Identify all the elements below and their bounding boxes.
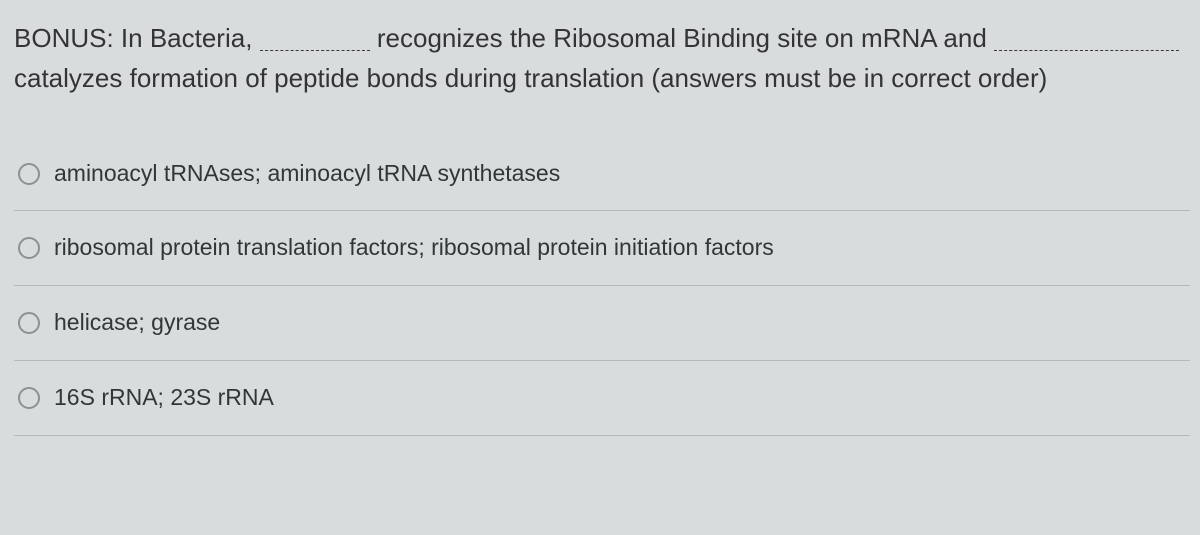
options-list: aminoacyl tRNAses; aminoacyl tRNA synthe… — [14, 137, 1190, 437]
stem-tail: catalyzes formation of peptide bonds dur… — [14, 63, 1047, 93]
option-label: aminoacyl tRNAses; aminoacyl tRNA synthe… — [54, 159, 560, 189]
option-row[interactable]: aminoacyl tRNAses; aminoacyl tRNA synthe… — [14, 137, 1190, 212]
stem-prefix: BONUS: In Bacteria, — [14, 23, 260, 53]
radio-icon[interactable] — [18, 163, 40, 185]
question-stem: BONUS: In Bacteria, recognizes the Ribos… — [14, 18, 1190, 99]
stem-mid: recognizes the Ribosomal Binding site on… — [377, 23, 994, 53]
blank-1 — [260, 25, 370, 51]
option-label: ribosomal protein translation factors; r… — [54, 233, 774, 263]
option-row[interactable]: 16S rRNA; 23S rRNA — [14, 361, 1190, 436]
option-row[interactable]: ribosomal protein translation factors; r… — [14, 211, 1190, 286]
option-label: 16S rRNA; 23S rRNA — [54, 383, 274, 413]
radio-icon[interactable] — [18, 387, 40, 409]
option-row[interactable]: helicase; gyrase — [14, 286, 1190, 361]
radio-icon[interactable] — [18, 312, 40, 334]
option-label: helicase; gyrase — [54, 308, 220, 338]
radio-icon[interactable] — [18, 237, 40, 259]
blank-2 — [994, 25, 1179, 51]
